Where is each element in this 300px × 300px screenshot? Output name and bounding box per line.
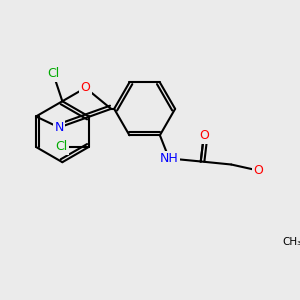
- Text: O: O: [199, 129, 209, 142]
- Text: O: O: [254, 164, 264, 177]
- Text: Cl: Cl: [55, 140, 68, 154]
- Text: CH₃: CH₃: [283, 237, 300, 247]
- Text: N: N: [54, 121, 64, 134]
- Text: O: O: [81, 81, 91, 94]
- Text: NH: NH: [160, 152, 178, 165]
- Text: Cl: Cl: [47, 67, 59, 80]
